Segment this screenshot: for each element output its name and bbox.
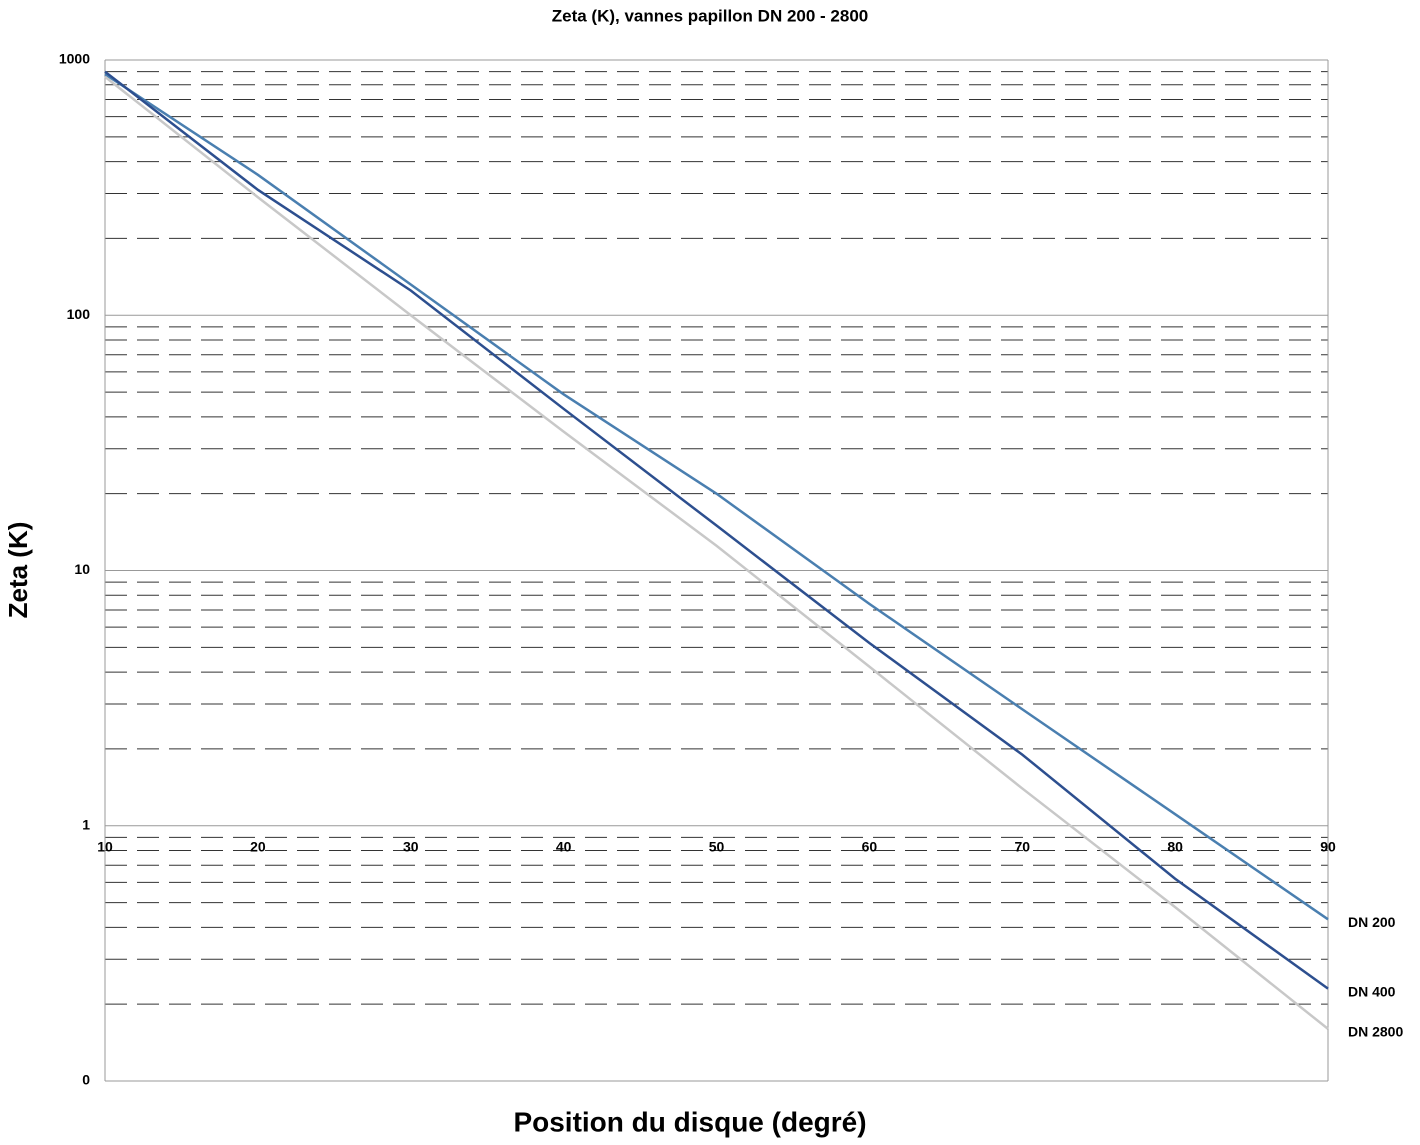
x-tick-label: 70 xyxy=(1014,838,1030,854)
x-tick-label: 60 xyxy=(862,838,878,854)
y-tick-label: 1000 xyxy=(59,51,90,67)
series-line xyxy=(104,75,1329,1030)
series-line xyxy=(104,70,1329,990)
x-tick-label: 50 xyxy=(709,838,725,854)
y-tick-label: 100 xyxy=(67,306,91,322)
series-line xyxy=(104,73,1329,921)
y-tick-label: 0 xyxy=(82,1072,90,1088)
x-axis-label: Position du disque (degré) xyxy=(513,1106,866,1137)
x-tick-label: 40 xyxy=(556,838,572,854)
series-label: DN 400 xyxy=(1348,983,1396,999)
chart-title: Zeta (K), vannes papillon DN 200 - 2800 xyxy=(552,6,868,25)
y-tick-label: 10 xyxy=(74,561,90,577)
x-tick-label: 80 xyxy=(1167,838,1183,854)
y-axis-label: Zeta (K) xyxy=(3,522,33,619)
series-label: DN 2800 xyxy=(1348,1024,1403,1040)
y-tick-label: 1 xyxy=(82,816,90,832)
x-tick-label: 20 xyxy=(250,838,266,854)
series-label: DN 200 xyxy=(1348,914,1396,930)
x-tick-label: 30 xyxy=(403,838,419,854)
